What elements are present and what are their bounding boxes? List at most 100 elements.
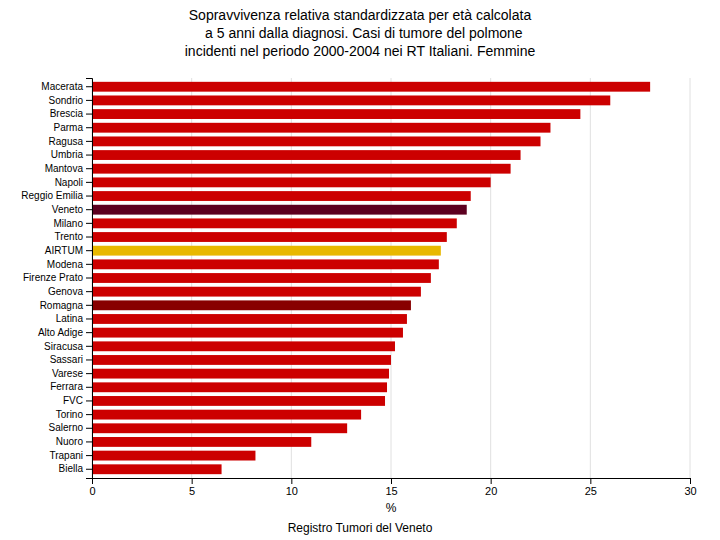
y-tick-mark (86, 387, 92, 388)
x-tick: 30 (684, 478, 696, 497)
y-tick: Siracusa (44, 341, 92, 352)
y-tick-label: Trapani (49, 450, 83, 461)
y-tick-label: Romagna (40, 300, 84, 311)
plot: 051015202530MacerataSondrioBresciaParmaR… (21, 78, 696, 497)
y-tick: Alto Adige (38, 327, 92, 338)
x-tick-label: 25 (585, 485, 597, 497)
y-tick-label: Varese (52, 368, 83, 379)
y-tick: Macerata (41, 81, 92, 92)
y-tick: Parma (54, 122, 92, 133)
y-tick-mark (86, 155, 92, 156)
bar (92, 437, 311, 447)
x-tick-mark (192, 478, 193, 484)
bar (92, 109, 580, 119)
bar (92, 136, 541, 146)
y-tick: Latina (56, 313, 92, 324)
y-tick-mark (86, 346, 92, 347)
y-tick-label: Torino (56, 409, 84, 420)
y-axis: Macerata Sondrio Brescia Parma Ragusa Umbria M… (21, 79, 92, 479)
y-tick: Reggio Emilia (21, 190, 92, 201)
bar (92, 355, 391, 365)
x-tick-label: 0 (89, 485, 95, 497)
y-tick: Salerno (49, 422, 92, 433)
y-tick-label: Napoli (55, 177, 83, 188)
title-line: Sopravvivenza relativa standardizzata pe… (189, 7, 532, 23)
x-tick-label: 30 (684, 485, 696, 497)
title-line: incidenti nel periodo 2000-2004 nei RT I… (185, 43, 536, 59)
y-tick-label: Brescia (50, 108, 84, 119)
bar (92, 205, 467, 215)
x-tick: 15 (385, 478, 397, 497)
y-tick-mark (86, 168, 92, 169)
bar (92, 82, 650, 92)
y-tick-mark (86, 86, 92, 87)
y-tick-label: AIRTUM (45, 245, 83, 256)
x-axis-title: % (386, 501, 397, 515)
footer: Registro Tumori del Veneto (288, 521, 433, 535)
y-tick-label: Trento (54, 231, 83, 242)
bar (92, 150, 521, 160)
y-tick-label: Alto Adige (38, 327, 83, 338)
y-tick-label: Umbria (51, 149, 84, 160)
x-tick-label: 15 (385, 485, 397, 497)
y-tick-mark (86, 100, 92, 101)
bar (92, 423, 347, 433)
bar (92, 464, 222, 474)
y-tick-mark (86, 141, 92, 142)
y-tick-label: Biella (59, 463, 84, 474)
y-tick-mark (86, 182, 92, 183)
y-tick-label: Salerno (49, 422, 84, 433)
x-tick-mark (590, 478, 591, 484)
y-tick-label: Genova (48, 286, 83, 297)
y-tick-mark (86, 359, 92, 360)
y-tick-label: Nuoro (56, 436, 84, 447)
y-tick-mark (86, 114, 92, 115)
bar (92, 246, 441, 256)
title: Sopravvivenza relativa standardizzata pe… (185, 7, 536, 59)
bar (92, 95, 610, 105)
bars (92, 82, 650, 474)
x-tick-mark (291, 478, 292, 484)
y-tick-label: Macerata (41, 81, 83, 92)
y-tick-label: Ragusa (49, 136, 84, 147)
y-tick-label: Firenze Prato (23, 272, 83, 283)
y-tick-label: Latina (56, 313, 84, 324)
y-tick-mark (86, 318, 92, 319)
bar (92, 396, 385, 406)
y-tick-label: Mantova (45, 163, 84, 174)
y-tick-label: Ferrara (50, 381, 83, 392)
bar (92, 287, 421, 297)
y-tick: Milano (54, 218, 92, 229)
y-tick-mark (86, 127, 92, 128)
y-tick: Mantova (45, 163, 92, 174)
y-tick-mark (86, 250, 92, 251)
y-tick-label: Reggio Emilia (21, 190, 83, 201)
y-tick: Sondrio (49, 95, 92, 106)
y-tick: Ragusa (49, 136, 92, 147)
y-tick-mark (86, 291, 92, 292)
y-tick-mark (86, 400, 92, 401)
y-tick-mark (86, 373, 92, 374)
bar (92, 273, 431, 283)
y-tick-label: Parma (54, 122, 84, 133)
bar (92, 123, 550, 133)
y-tick: Brescia (50, 108, 92, 119)
bar (92, 314, 407, 324)
x-tick: 10 (286, 478, 298, 497)
bar (92, 451, 255, 461)
x-tick: 20 (485, 478, 497, 497)
bar (92, 382, 387, 392)
y-tick: Umbria (51, 149, 92, 160)
y-tick-mark (86, 196, 92, 197)
y-tick: Sassari (50, 354, 92, 365)
y-tick-mark (86, 455, 92, 456)
y-tick-label: FVC (63, 395, 83, 406)
y-tick-mark (86, 332, 92, 333)
y-tick-mark (86, 428, 92, 429)
y-tick-label: Modena (47, 259, 84, 270)
y-tick-mark (86, 237, 92, 238)
title-line: a 5 anni dalla diagnosi. Casi di tumore … (197, 25, 523, 41)
y-tick: Genova (48, 286, 92, 297)
y-tick-mark (86, 305, 92, 306)
x-tick: 0 (89, 478, 95, 497)
